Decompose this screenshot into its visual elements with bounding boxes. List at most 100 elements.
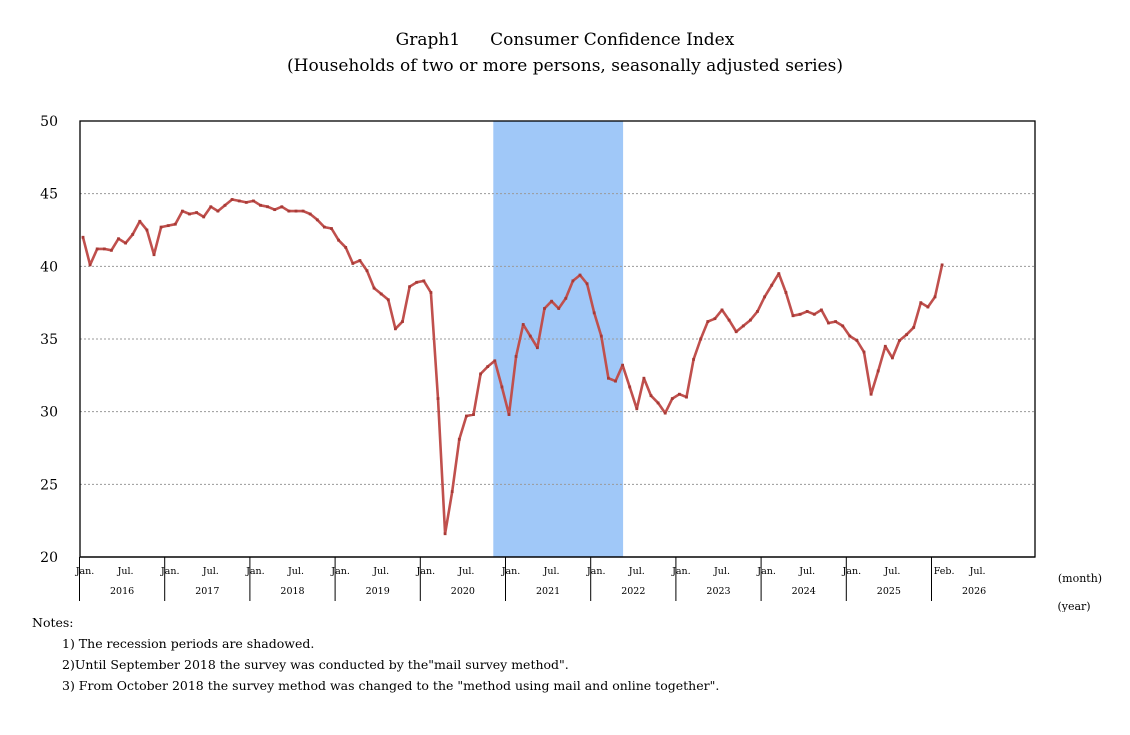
data-point (834, 320, 837, 323)
data-point (585, 282, 589, 286)
data-point (95, 247, 99, 251)
data-point (181, 209, 184, 213)
data-point (131, 232, 135, 236)
data-point (486, 365, 490, 369)
data-point (479, 372, 482, 376)
data-point (386, 298, 390, 302)
data-point (294, 209, 298, 213)
data-point (678, 392, 681, 396)
data-point (280, 205, 284, 209)
data-point (394, 327, 397, 331)
data-point (876, 369, 880, 373)
data-point (827, 321, 830, 325)
x-year-label: 2026 (962, 586, 986, 597)
data-point (749, 318, 752, 322)
data-point (869, 392, 873, 396)
data-point (614, 379, 617, 383)
data-point (926, 305, 930, 309)
data-point (209, 205, 213, 209)
y-tick-label: 25 (40, 477, 58, 493)
data-point (166, 224, 170, 228)
data-point (81, 235, 85, 239)
data-point (514, 355, 518, 358)
x-month-tick-label: Jan. (501, 566, 521, 577)
data-point (649, 394, 653, 398)
x-month-tick-label: Jul. (798, 566, 815, 577)
data-point (883, 344, 887, 348)
data-point (855, 339, 859, 342)
data-point (344, 246, 348, 249)
data-point (571, 279, 575, 283)
data-point (528, 334, 532, 338)
data-point (330, 227, 333, 230)
data-point (720, 308, 724, 312)
x-month-tick-label: Jul. (287, 566, 304, 577)
data-point (656, 401, 660, 405)
data-point (465, 414, 468, 418)
data-point (820, 308, 823, 312)
y-tick-label: 40 (40, 259, 58, 275)
chart-title-block: Graph1 Consumer Confidence Index (Househo… (0, 28, 1130, 78)
note-3: 3) From October 2018 the survey method w… (62, 678, 720, 693)
data-point (259, 203, 262, 207)
x-month-tick-label: Jul. (628, 566, 645, 577)
data-point (110, 248, 113, 252)
data-point (891, 356, 894, 360)
data-point (436, 397, 440, 400)
y-tick-label: 30 (40, 405, 58, 421)
data-point (805, 309, 809, 313)
data-point (663, 411, 667, 415)
data-point (912, 325, 916, 329)
data-point (145, 228, 149, 232)
data-point (450, 490, 454, 493)
data-point (308, 212, 312, 216)
x-year-label: 2022 (621, 586, 645, 597)
data-point (635, 407, 639, 411)
x-month-tick-label: Jul. (883, 566, 900, 577)
x-year-label: 2023 (706, 586, 730, 597)
data-point (599, 334, 603, 338)
chart-title: Graph1 Consumer Confidence Index (0, 28, 1130, 52)
data-point (216, 209, 220, 213)
data-point (862, 350, 866, 354)
x-year-label: 2018 (280, 586, 304, 597)
data-point (252, 199, 255, 203)
x-year-label: 2020 (451, 586, 475, 597)
data-point (841, 324, 845, 328)
data-point (763, 295, 766, 299)
data-point (621, 363, 624, 367)
data-point (777, 272, 781, 275)
x-axis-year-unit: (year) (1057, 600, 1090, 612)
data-point (287, 209, 291, 213)
x-month-tick-label: Jul. (117, 566, 134, 577)
data-point (351, 262, 355, 265)
data-point (422, 279, 426, 283)
data-point (159, 225, 163, 229)
data-point (266, 205, 269, 209)
data-point (734, 330, 738, 334)
data-point (195, 211, 198, 214)
data-point (315, 218, 319, 222)
data-point (401, 320, 404, 323)
data-point (919, 301, 923, 305)
data-point (670, 397, 674, 400)
data-point (337, 238, 340, 242)
x-month-tick-label: Jan. (330, 566, 350, 577)
data-point (592, 311, 596, 315)
x-month-tick-label: Jan. (415, 566, 435, 577)
data-point (237, 199, 241, 203)
data-point (138, 219, 142, 223)
notes-section: Notes: 1) The recession periods are shad… (32, 612, 719, 696)
x-month-tick-label: Jan. (756, 566, 776, 577)
x-month-tick-label: Jan. (245, 566, 265, 577)
data-point (88, 263, 92, 267)
chart-title-main: Consumer Confidence Index (490, 30, 735, 50)
data-point (727, 318, 731, 322)
data-point (543, 307, 546, 310)
chart-subtitle: (Households of two or more persons, seas… (287, 56, 843, 76)
data-point (898, 339, 901, 342)
data-point (188, 212, 191, 216)
data-point (202, 215, 206, 219)
data-point (408, 285, 411, 289)
